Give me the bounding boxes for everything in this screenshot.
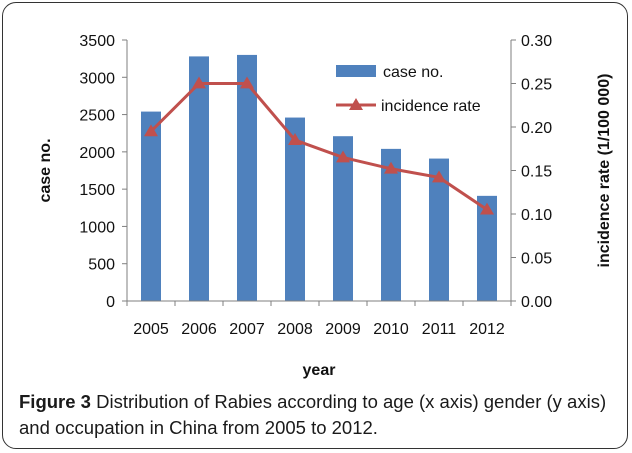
bar-2005 (141, 111, 161, 302)
marker-2009 (336, 150, 350, 163)
x-tick-label: 2007 (229, 321, 265, 338)
marker-2010 (384, 161, 398, 174)
right-tick-label: 0.10 (521, 207, 552, 224)
marker-2011 (432, 170, 446, 183)
x-tick-label: 2006 (181, 321, 217, 338)
bar-2009 (333, 136, 353, 301)
left-tick-label: 1000 (79, 219, 115, 236)
bar-2007 (237, 54, 257, 301)
legend-label-case-no: case no. (383, 64, 443, 81)
x-tick-label: 2009 (325, 321, 361, 338)
bar-2010 (381, 148, 401, 301)
marker-2006 (192, 76, 206, 89)
caption-text: Distribution of Rabies according to age … (19, 391, 607, 438)
bar-2006 (189, 56, 209, 301)
right-tick-label: 0.25 (521, 77, 552, 94)
left-tick-label: 500 (88, 257, 115, 274)
figure-caption: Figure 3 Distribution of Rabies accordin… (19, 389, 619, 441)
chart: 0 500 1000 1500 2000 2500 3000 3500 0.00 0.05 0.10… (37, 33, 613, 379)
incidence-line (149, 82, 488, 211)
x-tick-label: 2008 (277, 321, 313, 338)
left-tick-label: 1500 (79, 182, 115, 199)
left-tick-label: 3000 (79, 70, 115, 87)
marker-2012 (480, 202, 494, 215)
marker-2005 (144, 124, 158, 137)
x-tick-label: 2010 (373, 321, 409, 338)
bar-2012 (477, 195, 497, 301)
figure-frame: 0 500 1000 1500 2000 2500 3000 3500 0.00 0.05 0.10… (2, 2, 628, 449)
left-tick-label: 2500 (79, 108, 115, 125)
x-axis-title: year (303, 362, 336, 379)
y2-axis-title: incidence rate (1/100 000) (596, 74, 613, 268)
right-tick-label: 0.05 (521, 251, 552, 268)
caption-label: Figure 3 (19, 391, 91, 412)
legend-swatch-case-no (336, 65, 376, 77)
x-tick-label: 2012 (469, 321, 505, 338)
x-tick-label: 2005 (133, 321, 169, 338)
left-tick-label: 3500 (79, 33, 115, 50)
bar-2011 (429, 158, 449, 301)
bar-2008 (285, 117, 305, 301)
marker-2008 (288, 133, 302, 145)
right-tick-label: 0.15 (521, 164, 552, 181)
marker-2007 (240, 76, 254, 89)
right-tick-label: 0.30 (521, 33, 552, 50)
right-tick-label: 0.00 (521, 294, 552, 311)
right-tick-label: 0.20 (521, 120, 552, 137)
x-tick-label: 2011 (422, 321, 457, 338)
left-tick-label: 2000 (79, 145, 115, 162)
legend-label-incidence-rate: incidence rate (381, 98, 481, 115)
y-axis-title: case no. (37, 138, 54, 202)
legend-swatch-incidence-marker (349, 98, 363, 110)
left-tick-label: 0 (106, 294, 115, 311)
